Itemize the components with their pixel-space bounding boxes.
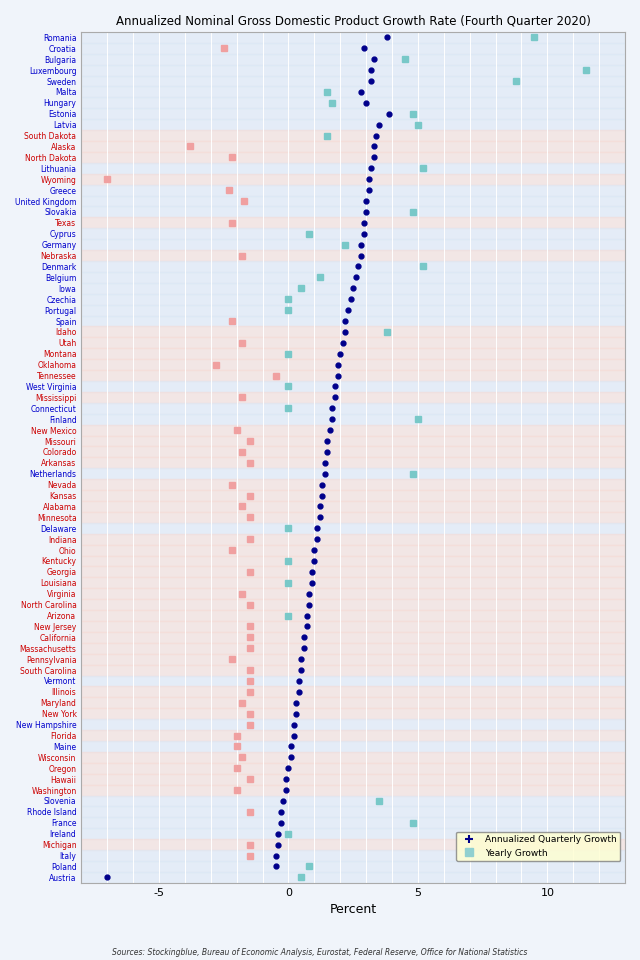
Title: Annualized Nominal Gross Domestic Product Growth Rate (Fourth Quarter 2020): Annualized Nominal Gross Domestic Produc… [116,15,591,28]
Bar [81,86,625,97]
Bar [81,491,625,501]
Bar [81,304,625,316]
Bar [81,424,625,436]
Bar [81,828,625,839]
Bar [81,566,625,577]
Bar [81,348,625,359]
Bar [81,272,625,283]
Bar [81,544,625,556]
Bar [81,654,625,664]
Bar [81,163,625,174]
Bar [81,686,625,697]
Bar [81,468,625,479]
Bar [81,512,625,523]
Bar [81,708,625,719]
Bar [81,196,625,206]
Bar [81,763,625,774]
Bar [81,457,625,468]
Bar [81,556,625,566]
Bar [81,359,625,371]
Bar [81,730,625,741]
Bar [81,108,625,119]
Bar [81,534,625,544]
Bar [81,806,625,817]
Bar [81,774,625,784]
Bar [81,676,625,686]
Legend: Annualized Quarterly Growth, Yearly Growth: Annualized Quarterly Growth, Yearly Grow… [456,831,621,861]
Bar [81,381,625,392]
Bar [81,664,625,676]
Bar [81,436,625,446]
Bar [81,741,625,752]
Bar [81,283,625,294]
Bar [81,784,625,796]
Bar [81,588,625,599]
Bar [81,119,625,131]
Bar [81,501,625,512]
Bar [81,523,625,534]
Bar [81,621,625,632]
Bar [81,228,625,239]
Bar [81,446,625,457]
Bar [81,392,625,403]
Bar [81,326,625,337]
Bar [81,131,625,141]
Bar [81,43,625,54]
Bar [81,861,625,872]
Bar [81,184,625,196]
Bar [81,632,625,643]
Bar [81,610,625,621]
Bar [81,817,625,828]
Bar [81,850,625,861]
Bar [81,872,625,883]
Bar [81,577,625,588]
Bar [81,697,625,708]
Bar [81,76,625,86]
Bar [81,479,625,491]
X-axis label: Percent: Percent [330,903,377,916]
Bar [81,97,625,108]
Bar [81,371,625,381]
Bar [81,64,625,76]
Bar [81,643,625,654]
Bar [81,251,625,261]
Bar [81,316,625,326]
Bar [81,32,625,43]
Bar [81,217,625,228]
Bar [81,337,625,348]
Bar [81,174,625,184]
Bar [81,752,625,763]
Bar [81,152,625,163]
Bar [81,719,625,730]
Bar [81,599,625,610]
Bar [81,414,625,424]
Bar [81,261,625,272]
Bar [81,796,625,806]
Bar [81,206,625,217]
Bar [81,294,625,304]
Bar [81,54,625,64]
Bar [81,239,625,251]
Bar [81,141,625,152]
Bar [81,403,625,414]
Bar [81,839,625,850]
Text: Sources: Stockingblue, Bureau of Economic Analysis, Eurostat, Federal Reserve, O: Sources: Stockingblue, Bureau of Economi… [112,948,528,957]
